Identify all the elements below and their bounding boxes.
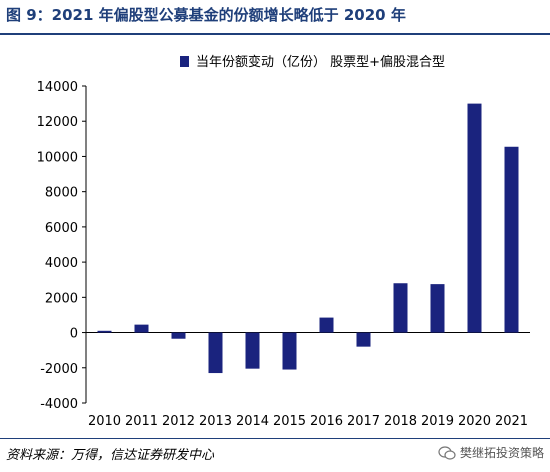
figure-title: 图 9：2021 年偏股型公募基金的份额增长略低于 2020 年 <box>6 6 406 24</box>
x-tick-label: 2014 <box>236 414 269 429</box>
y-tick-label: -4000 <box>40 397 78 412</box>
bar-2018 <box>393 283 408 333</box>
x-tick-label: 2013 <box>199 414 232 429</box>
legend-label: 当年份额变动（亿份） 股票型+偏股混合型 <box>196 54 445 70</box>
y-tick-label: 12000 <box>37 115 78 130</box>
y-tick-label: 4000 <box>45 256 78 271</box>
x-tick-label: 2021 <box>495 414 528 429</box>
bar-2012 <box>171 332 186 339</box>
watermark: 樊继拓投资策略 <box>438 444 544 461</box>
bar-2015 <box>282 332 297 370</box>
source-divider <box>0 438 550 439</box>
chart-legend: 当年份额变动（亿份） 股票型+偏股混合型 <box>180 54 445 70</box>
bar-2021 <box>504 146 519 333</box>
wechat-icon <box>438 445 456 460</box>
y-tick-label: 0 <box>70 327 78 342</box>
title-divider <box>0 33 550 35</box>
x-tick-label: 2011 <box>125 414 158 429</box>
x-tick-label: 2019 <box>421 414 454 429</box>
x-tick-label: 2018 <box>384 414 417 429</box>
y-tick-label: 6000 <box>45 221 78 236</box>
bar-2011 <box>134 324 149 333</box>
chart-bars <box>97 103 519 374</box>
bar-2013 <box>208 332 223 374</box>
x-tick-label: 2012 <box>162 414 195 429</box>
x-tick-label: 2017 <box>347 414 380 429</box>
watermark-text: 樊继拓投资策略 <box>459 446 544 460</box>
x-tick-label: 2015 <box>273 414 306 429</box>
x-axis-ticks: 2010 2011 2012 2013 2014 2015 2016 2017 2018 2019… <box>88 414 528 429</box>
legend-swatch <box>180 56 189 67</box>
y-tick-label: -2000 <box>40 362 78 377</box>
bar-2016 <box>319 317 334 333</box>
chart-axes <box>85 86 530 403</box>
bar-2020 <box>467 103 482 333</box>
bar-2017 <box>356 332 371 347</box>
bar-2014 <box>245 332 260 369</box>
bar-2010 <box>97 330 112 333</box>
y-tick-label: 2000 <box>45 291 78 306</box>
y-tick-label: 8000 <box>45 186 78 201</box>
source-note: 资料来源：万得，信达证券研发中心 <box>6 448 215 463</box>
y-axis-ticks: -4000 -2000 0 2000 4000 6000 8000 10000 12000 140… <box>37 80 86 412</box>
x-tick-label: 2020 <box>458 414 491 429</box>
bar-2019 <box>430 284 445 333</box>
x-tick-label: 2016 <box>310 414 343 429</box>
x-tick-label: 2010 <box>88 414 121 429</box>
y-tick-label: 10000 <box>37 150 78 165</box>
y-tick-label: 14000 <box>37 80 78 95</box>
